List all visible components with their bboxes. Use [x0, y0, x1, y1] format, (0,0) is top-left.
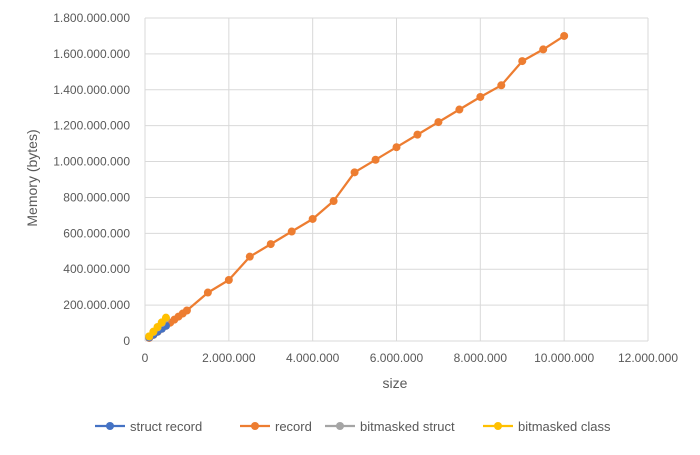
x-tick-label: 12.000.000: [618, 351, 678, 365]
data-point: [245, 252, 254, 261]
data-point: [287, 227, 296, 236]
x-tick-label: 6.000.000: [370, 351, 424, 365]
legend-marker: [336, 422, 344, 430]
legend-label: struct record: [130, 419, 202, 434]
data-point: [497, 81, 506, 90]
data-point: [560, 31, 569, 40]
legend-marker: [494, 422, 502, 430]
data-point: [350, 168, 359, 177]
data-point: [308, 214, 317, 223]
data-point: [539, 45, 548, 54]
data-point: [371, 155, 380, 164]
data-point: [182, 306, 191, 315]
data-point: [455, 105, 464, 114]
data-point: [329, 197, 338, 206]
y-tick-label: 800.000.000: [63, 190, 130, 204]
plot-area: [145, 31, 569, 342]
x-axis-label: size: [383, 375, 408, 391]
data-point: [392, 143, 401, 152]
legend-label: record: [275, 419, 312, 434]
data-point: [224, 275, 233, 284]
legend: struct record record bitmasked struct bitma…: [95, 419, 611, 434]
y-tick-label: 1.000.000.000: [53, 155, 130, 169]
y-tick-label: 1.600.000.000: [53, 47, 130, 61]
gridlines: [144, 17, 649, 342]
x-tick-label: 10.000.000: [534, 351, 594, 365]
legend-marker: [106, 422, 114, 430]
y-axis-label: Memory (bytes): [24, 129, 40, 226]
legend-label: bitmasked struct: [360, 419, 455, 434]
y-tick-label: 400.000.000: [63, 262, 130, 276]
y-tick-label: 1.800.000.000: [53, 11, 130, 25]
y-tick-label: 1.400.000.000: [53, 83, 130, 97]
data-point: [476, 92, 485, 101]
x-tick-label: 2.000.000: [202, 351, 256, 365]
x-tick-label: 0: [142, 351, 149, 365]
x-tick-label: 4.000.000: [286, 351, 340, 365]
data-point: [434, 118, 443, 127]
y-tick-label: 200.000.000: [63, 298, 130, 312]
y-tick-label: 600.000.000: [63, 226, 130, 240]
data-point: [413, 130, 422, 139]
data-point: [518, 57, 527, 66]
legend-label: bitmasked class: [518, 419, 611, 434]
data-point: [203, 288, 212, 297]
data-point: [266, 240, 275, 249]
data-point: [161, 313, 170, 322]
y-tick-label: 1.200.000.000: [53, 119, 130, 133]
y-tick-label: 0: [123, 334, 130, 348]
axis-ticks: 0 200.000.000 400.000.000 600.000.000 800.00…: [53, 11, 678, 365]
legend-marker: [251, 422, 259, 430]
x-tick-label: 8.000.000: [454, 351, 508, 365]
